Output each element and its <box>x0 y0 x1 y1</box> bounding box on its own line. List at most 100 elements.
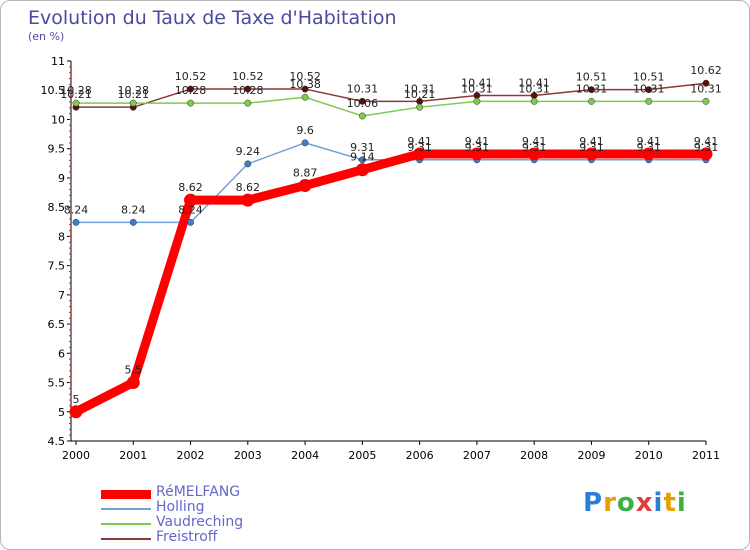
data-label: 9.6 <box>296 124 314 137</box>
data-point <box>187 85 194 93</box>
data-point <box>244 160 252 168</box>
data-label: 10.28 <box>232 84 264 97</box>
legend-swatch <box>101 523 151 525</box>
data-label: 9.31 <box>465 141 490 154</box>
x-tick-label: 2007 <box>463 449 491 462</box>
data-label: 10.28 <box>175 84 207 97</box>
y-tick-label: 6 <box>58 347 65 360</box>
data-point <box>527 147 541 161</box>
data-label: 10.31 <box>690 82 722 95</box>
legend-label: Vaudreching <box>156 514 244 530</box>
data-point <box>358 112 366 120</box>
x-tick-label: 2000 <box>62 449 90 462</box>
data-label: 5.5 <box>125 364 143 377</box>
data-point <box>126 376 140 390</box>
x-tick-label: 2008 <box>520 449 548 462</box>
data-label: 8.62 <box>236 181 261 194</box>
y-tick-label: 7 <box>58 289 65 302</box>
data-point <box>358 97 366 105</box>
legend-label: Holling <box>156 499 205 515</box>
data-label: 10.31 <box>347 82 379 95</box>
data-point <box>584 147 598 161</box>
proxiti-logo: Proxiti <box>583 488 687 518</box>
x-tick-label: 2010 <box>635 449 663 462</box>
data-point <box>699 147 713 161</box>
data-label: 9.41 <box>579 135 604 148</box>
x-tick-label: 2001 <box>119 449 147 462</box>
data-label: 9.31 <box>350 141 375 154</box>
data-label: 9.14 <box>350 151 375 164</box>
data-point <box>530 97 538 105</box>
data-point <box>301 93 309 101</box>
data-label: 10.62 <box>690 64 722 77</box>
data-label: 9.31 <box>522 141 547 154</box>
data-point <box>244 99 252 107</box>
x-tick-label: 2005 <box>348 449 376 462</box>
data-label: 10.31 <box>518 82 550 95</box>
data-label: 10.31 <box>576 82 608 95</box>
data-point <box>416 103 424 111</box>
data-point <box>129 218 137 226</box>
y-tick-label: 4.5 <box>48 435 66 448</box>
data-label: 10.21 <box>404 88 436 101</box>
data-point <box>702 97 710 105</box>
data-point <box>241 193 255 207</box>
data-label: 9.41 <box>465 135 490 148</box>
data-label: 9.31 <box>407 141 432 154</box>
series-line-2 <box>75 96 707 117</box>
data-point <box>301 139 309 147</box>
data-point <box>187 218 194 226</box>
x-tick-label: 2006 <box>406 449 434 462</box>
data-label: 10.38 <box>289 78 321 91</box>
data-label: 10.06 <box>347 97 379 110</box>
data-label: 5 <box>73 393 80 406</box>
series-line-3 <box>75 82 707 108</box>
chart-title: Evolution du Taux de Taxe d'Habitation <box>28 7 397 29</box>
logo-letter: i <box>676 488 687 518</box>
data-label: 10.51 <box>633 71 665 84</box>
x-tick-label: 2009 <box>577 449 605 462</box>
logo-letter: P <box>583 488 604 518</box>
data-point <box>129 99 137 107</box>
data-label: 9.31 <box>636 141 661 154</box>
data-point <box>355 163 369 177</box>
legend-label: Freistroff <box>156 529 218 545</box>
data-label: 10.41 <box>461 76 493 89</box>
y-tick-label: 9 <box>58 172 65 185</box>
data-label: 10.52 <box>175 70 207 83</box>
data-label: 9.31 <box>579 141 604 154</box>
data-label: 10.52 <box>232 70 264 83</box>
data-point <box>187 99 194 107</box>
y-tick-label: 8.5 <box>48 201 66 214</box>
data-label: 8.87 <box>293 167 318 180</box>
data-point <box>301 85 309 93</box>
data-point <box>184 193 198 207</box>
data-label: 10.21 <box>60 88 92 101</box>
y-tick-label: 9.5 <box>48 143 66 156</box>
data-point <box>645 86 653 94</box>
data-label: 8.62 <box>178 181 203 194</box>
data-point <box>69 405 83 419</box>
data-point <box>470 147 484 161</box>
data-label: 9.24 <box>236 145 261 158</box>
data-point <box>244 85 252 93</box>
data-point <box>588 86 595 94</box>
y-tick-label: 8 <box>58 230 65 243</box>
data-label: 9.41 <box>407 135 432 148</box>
data-label: 10.31 <box>633 82 665 95</box>
chart-subtitle: (en %) <box>28 30 65 43</box>
data-point <box>72 99 80 107</box>
data-label: 10.28 <box>118 84 150 97</box>
legend-swatch <box>101 538 151 540</box>
data-point <box>642 147 656 161</box>
y-tick-label: 10 <box>51 113 65 126</box>
logo-letter: t <box>663 488 677 518</box>
x-tick-label: 2002 <box>177 449 205 462</box>
data-point <box>473 97 481 105</box>
data-label: 8.24 <box>64 203 89 216</box>
legend-swatch <box>101 508 151 510</box>
data-label: 8.24 <box>178 203 203 216</box>
logo-letter: r <box>603 488 617 518</box>
